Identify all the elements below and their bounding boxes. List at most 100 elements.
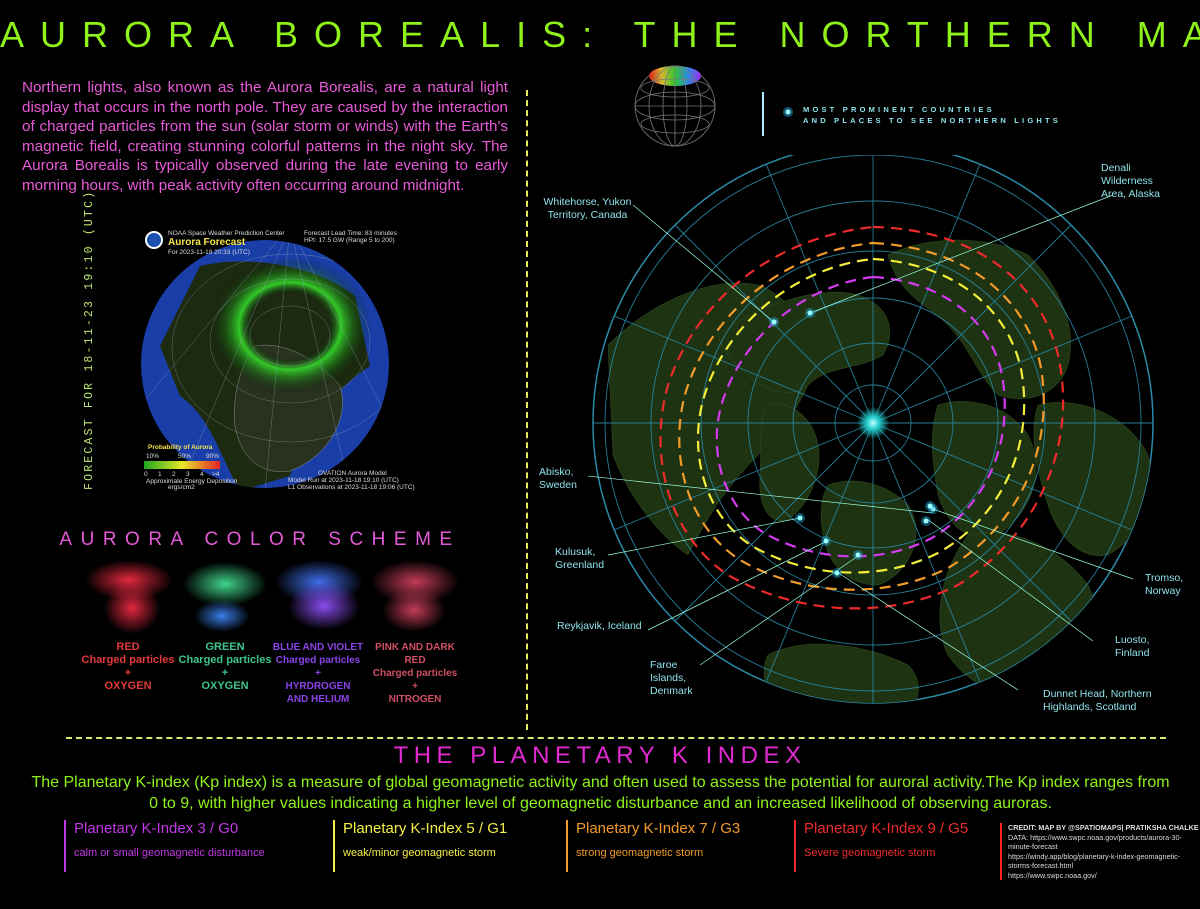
marker-luosto (921, 516, 931, 526)
prob-tick: 10% (146, 453, 160, 460)
label-whitehorse: Whitehorse, Yukon Territory, Canada (543, 196, 632, 221)
color-name: GREEN (205, 641, 245, 653)
energy-tick: 0 (144, 471, 148, 478)
forecast-heading: Aurora Forecast (168, 237, 246, 248)
vertical-divider (526, 90, 528, 730)
label-faroe: Faroe Islands, Denmark (650, 659, 693, 697)
green-aurora-swatch (180, 560, 270, 636)
kp5-subtitle: weak/minor geomagnetic storm (343, 847, 496, 859)
credits: CREDIT: MAP BY @SPATIOMAPS| PRATIKSHA CH… (1000, 823, 1200, 880)
energy-tick: 3 (186, 471, 190, 478)
credit-line: CREDIT: MAP BY @SPATIOMAPS| PRATIKSHA CH… (1008, 823, 1199, 832)
color-name: BLUE AND VIOLET (272, 642, 364, 653)
energy-tick: 1 (158, 471, 162, 478)
forecast-globe (140, 226, 391, 492)
marker-faroe (853, 550, 863, 560)
forecast-hpi: HPI: 17.5 GW (Range 5 to 200) (304, 237, 395, 244)
color-plus: + (221, 667, 229, 679)
color-name: PINK AND DARK RED (375, 642, 455, 666)
energy-unit: ergs/cm2 (168, 484, 195, 491)
pink-color-label: PINK AND DARK RED Charged particles + NI… (365, 641, 465, 706)
model-name: OVATION Aurora Model (318, 470, 387, 477)
label-luosto: Luosto, Finland (1115, 634, 1150, 659)
marker-tromso (925, 501, 935, 511)
kp7-legend-item: Planetary K-Index 7 / G3 strong geomagne… (566, 820, 740, 872)
kp9-oval (659, 225, 1065, 610)
kp9-legend-item: Planetary K-Index 9 / G5 Severe geomagne… (794, 820, 968, 872)
kp3-subtitle: calm or small geomagnetic disturbance (74, 847, 265, 859)
red-color-label: RED Charged particles + OXYGEN (78, 641, 178, 693)
intro-paragraph: Northern lights, also known as the Auror… (22, 79, 508, 194)
color-desc: Charged particles (275, 655, 361, 666)
k-index-title: THE PLANETARY K INDEX (393, 742, 807, 769)
color-desc: Charged particles (81, 654, 175, 666)
energy-tick: 2 (172, 471, 176, 478)
kp7-title: Planetary K-Index 7 / G3 (576, 820, 741, 837)
model-run: Model Run at 2023-11-18 19:10 (UTC) (288, 477, 399, 484)
color-gas: OXYGEN (201, 680, 249, 692)
k-index-description: The Planetary K-index (Kp index) is a me… (31, 774, 1170, 812)
energy-tick: 4 (200, 471, 204, 478)
forecast-side-label: FORECAST FOR 18-11-23 19:10 (UTC) (83, 189, 96, 490)
data-source: https://windy.app/blog/planetary-k-index… (1008, 851, 1181, 871)
green-color-label: GREEN Charged particles + OXYGEN (175, 641, 275, 693)
kp5-title: Planetary K-Index 5 / G1 (343, 820, 508, 837)
marker-reykjavik (821, 536, 831, 546)
label-reykjavik: Reykjavik, Iceland (557, 620, 642, 632)
violet-aurora-swatch (274, 560, 364, 636)
label-abisko: Abisko, Sweden (539, 466, 577, 491)
forecast-lead-time: Forecast Lead Time: 83 minutes (304, 230, 397, 237)
prob-tick: 90% (206, 453, 220, 460)
map-legend: MOST PROMINENT COUNTRIES AND PLACES TO S… (803, 104, 1061, 126)
marker-denali (805, 308, 815, 318)
red-aurora-swatch (84, 560, 174, 636)
kp3-legend-item: Planetary K-Index 3 / G0 calm or small g… (64, 820, 265, 872)
l1-observations: L1 Observations at 2023-11-18 19:06 (UTC… (288, 484, 415, 491)
marker-kulusuk (795, 513, 805, 523)
color-plus: + (412, 681, 418, 692)
location-marker-icon (783, 107, 793, 117)
data-source: https://www.swpc.noaa.gov/ (1008, 870, 1097, 880)
kp9-title: Planetary K-Index 9 / G5 (804, 820, 969, 837)
color-gas: NITROGEN (388, 694, 442, 705)
marker-dunnet (832, 568, 842, 578)
legend-line: AND PLACES TO SEE NORTHERN LIGHTS (803, 116, 1061, 125)
forecast-for-line: For 2023-11-18 20:33 (UTC) (168, 249, 250, 256)
color-gas: HYRDROGEN (285, 681, 351, 692)
energy-label: Approximate Energy Deposition (146, 478, 238, 485)
north-pole-marker (857, 407, 889, 439)
prob-label: Probability of Aurora (148, 444, 213, 451)
color-desc: Charged particles (372, 668, 458, 679)
kp5-oval (697, 257, 1026, 574)
place-markers (769, 308, 938, 578)
label-dunnet: Dunnet Head, Northern Highlands, Scotlan… (1043, 688, 1152, 713)
forecast-center: NOAA Space Weather Prediction Center (168, 230, 285, 237)
aurora-forecast-panel: NOAA Space Weather Prediction Center Aur… (140, 226, 415, 492)
page-title: AURORA BOREALIS: THE NORTHERN MAGIC (0, 14, 1200, 55)
violet-color-label: BLUE AND VIOLET Charged particles + HYRD… (268, 641, 368, 706)
color-plus: + (315, 668, 321, 679)
color-scheme-title: AURORA COLOR SCHEME (59, 529, 461, 550)
marker-whitehorse (769, 317, 779, 327)
globe-icon (634, 65, 716, 147)
kp9-subtitle: Severe geomagnetic storm (804, 847, 936, 859)
probability-color-bar (144, 461, 220, 469)
kp5-legend-item: Planetary K-Index 5 / G1 weak/minor geom… (333, 820, 507, 872)
data-source: DATA: https://www.swpc.noaa.gov/products… (1008, 832, 1182, 852)
kp7-subtitle: strong geomagnetic storm (576, 847, 704, 859)
color-desc: Charged particles (178, 654, 272, 666)
horizontal-divider (66, 737, 1166, 739)
polar-aurora-map (588, 155, 1154, 704)
label-tromso: Tromso, Norway (1145, 572, 1184, 597)
prob-tick: 50% (178, 453, 192, 460)
color-gas-2: AND HELIUM (286, 694, 350, 705)
energy-tick: >4 (212, 471, 220, 478)
label-kulusuk: Kulusuk, Greenland (555, 546, 605, 571)
legend-line: MOST PROMINENT COUNTRIES (803, 105, 995, 114)
kp3-title: Planetary K-Index 3 / G0 (74, 820, 239, 837)
pink-aurora-swatch (370, 560, 460, 636)
color-gas: OXYGEN (104, 680, 152, 692)
color-plus: + (124, 667, 132, 679)
color-name: RED (116, 641, 140, 653)
label-denali: Denali Wilderness Area, Alaska (1101, 162, 1160, 200)
